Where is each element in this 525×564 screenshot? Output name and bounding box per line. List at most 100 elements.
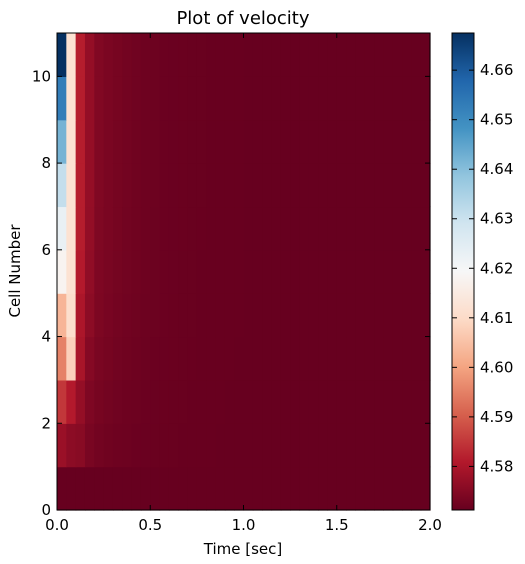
x-axis-label: Time [sec] <box>203 540 282 558</box>
heatmap-cell <box>150 76 161 121</box>
colorbar-tick-label: 4.58 <box>480 457 513 475</box>
heatmap-cell <box>196 293 207 338</box>
heatmap-cell <box>187 163 198 208</box>
heatmap-cell <box>243 163 254 208</box>
heatmap-cell <box>299 249 310 294</box>
heatmap-cell <box>299 293 310 338</box>
heatmap-cell <box>346 249 356 294</box>
heatmap-cell <box>224 379 235 424</box>
heatmap-cell <box>224 336 235 381</box>
heatmap-cell <box>392 423 403 468</box>
heatmap-cell <box>271 379 282 424</box>
heatmap-cell <box>103 336 114 381</box>
colorbar-tick-label: 4.66 <box>480 61 513 79</box>
x-tick-label: 2.0 <box>418 516 442 534</box>
heatmap-cell <box>411 206 422 251</box>
heatmap-cell <box>318 336 329 381</box>
heatmap-cell <box>252 163 263 208</box>
heatmap-cell <box>84 466 95 511</box>
heatmap-cell <box>103 293 114 338</box>
colorbar-tick-label: 4.61 <box>480 309 513 327</box>
heatmap-cell <box>66 379 77 424</box>
heatmap-cell <box>420 336 431 381</box>
heatmap-cell <box>252 293 263 338</box>
heatmap-cell <box>150 206 161 251</box>
heatmap-cell <box>290 466 301 511</box>
heatmap-cell <box>234 33 245 77</box>
heatmap-cell <box>122 423 133 468</box>
colorbar-tick-label: 4.60 <box>480 358 513 376</box>
y-tick-label: 4 <box>41 328 51 346</box>
y-tick-label: 2 <box>41 414 51 432</box>
heatmap-cell <box>206 466 217 511</box>
heatmap-cell <box>178 249 189 294</box>
heatmap-cell <box>262 249 273 294</box>
heatmap-cell <box>94 336 105 381</box>
heatmap-cell <box>262 76 273 121</box>
heatmap-cell <box>150 293 161 338</box>
heatmap-cell <box>271 206 282 251</box>
heatmap-cell <box>159 163 170 208</box>
heatmap-cell <box>57 379 67 424</box>
heatmap-cell <box>308 76 319 121</box>
heatmap-cell <box>159 293 170 338</box>
heatmap-cell <box>420 76 431 121</box>
heatmap-cell <box>299 33 310 77</box>
heatmap-cell <box>355 76 366 121</box>
heatmap-cell <box>122 379 133 424</box>
heatmap-cell <box>364 293 375 338</box>
heatmap-cell <box>374 33 384 77</box>
heatmap-cell <box>168 423 179 468</box>
heatmap-cell <box>271 336 282 381</box>
heatmap-cell <box>411 249 422 294</box>
heatmap-cell <box>159 379 170 424</box>
heatmap-cell <box>243 206 254 251</box>
heatmap-cell <box>196 163 207 208</box>
heatmap-cell <box>355 336 366 381</box>
heatmap-cell <box>94 379 105 424</box>
heatmap-cell <box>112 119 123 164</box>
heatmap-cell <box>206 206 217 251</box>
heatmap-cell <box>411 163 422 208</box>
heatmap-cell <box>234 249 245 294</box>
heatmap-cell <box>140 119 151 164</box>
heatmap-cell <box>327 206 338 251</box>
heatmap-cell <box>224 163 235 208</box>
heatmap-cell <box>196 336 207 381</box>
heatmap-cell <box>234 293 245 338</box>
heatmap-cell <box>392 466 403 511</box>
heatmap-cell <box>318 163 329 208</box>
heatmap-cell <box>402 33 412 77</box>
heatmap-cell <box>355 119 366 164</box>
heatmap-cell <box>187 336 198 381</box>
heatmap-cell <box>150 249 161 294</box>
heatmap-cell <box>308 379 319 424</box>
heatmap-cell <box>215 466 226 511</box>
heatmap-cell <box>402 423 412 468</box>
heatmap-cell <box>243 76 254 121</box>
heatmap-cell <box>206 33 217 77</box>
heatmap-cell <box>383 379 394 424</box>
heatmap-cell <box>66 336 77 381</box>
heatmap-cell <box>262 206 273 251</box>
heatmap-cell <box>159 76 170 121</box>
heatmap-cell <box>299 163 310 208</box>
heatmap-cell <box>57 33 67 77</box>
heatmap-cell <box>308 466 319 511</box>
heatmap-cell <box>94 119 105 164</box>
heatmap-cell <box>131 423 142 468</box>
heatmap-cell <box>187 119 198 164</box>
heatmap-cell <box>252 249 263 294</box>
heatmap-cell <box>262 163 273 208</box>
heatmap-cell <box>187 379 198 424</box>
heatmap-cell <box>374 293 384 338</box>
heatmap-cell <box>224 249 235 294</box>
heatmap-cell <box>299 466 310 511</box>
heatmap-cell <box>271 76 282 121</box>
heatmap-cell <box>66 76 77 121</box>
heatmap-cell <box>112 379 123 424</box>
heatmap-cell <box>159 423 170 468</box>
heatmap-cell <box>346 423 356 468</box>
heatmap-cell <box>355 293 366 338</box>
heatmap-cell <box>420 379 431 424</box>
